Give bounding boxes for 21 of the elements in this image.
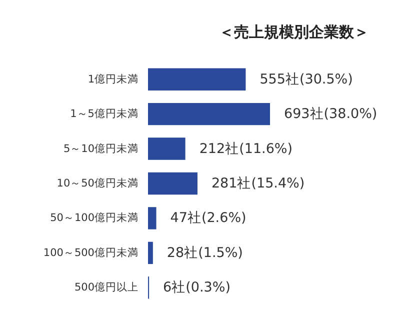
chart-title: ＜売上規模別企業数＞: [219, 23, 369, 41]
y-tick-label: 1億円未満: [88, 72, 138, 86]
y-tick-label: 5～10億円未満: [63, 142, 138, 155]
data-label: 6社(0.3%): [163, 280, 230, 296]
data-label: 281社(15.4%): [211, 176, 305, 192]
data-label: 693社(38.0%): [284, 106, 378, 122]
y-tick-label: 50～100億円未満: [50, 211, 138, 224]
data-label: 212社(11.6%): [199, 140, 293, 157]
data-label: 47社(2.6%): [170, 210, 246, 226]
y-tick-label: 500億円以上: [74, 280, 138, 294]
y-tick-label: 10～50億円未満: [56, 176, 138, 190]
bar: [148, 242, 153, 264]
data-label: 555社(30.5%): [260, 71, 353, 88]
bar: [148, 172, 198, 195]
bar: [148, 102, 270, 126]
y-tick-label: 100～500億円未満: [43, 246, 138, 259]
y-tick-label: 1～5億円未満: [70, 107, 138, 120]
bar: [148, 207, 156, 230]
bar: [148, 138, 186, 160]
data-label: 28社(1.5%): [166, 244, 243, 261]
bar: [148, 68, 246, 90]
